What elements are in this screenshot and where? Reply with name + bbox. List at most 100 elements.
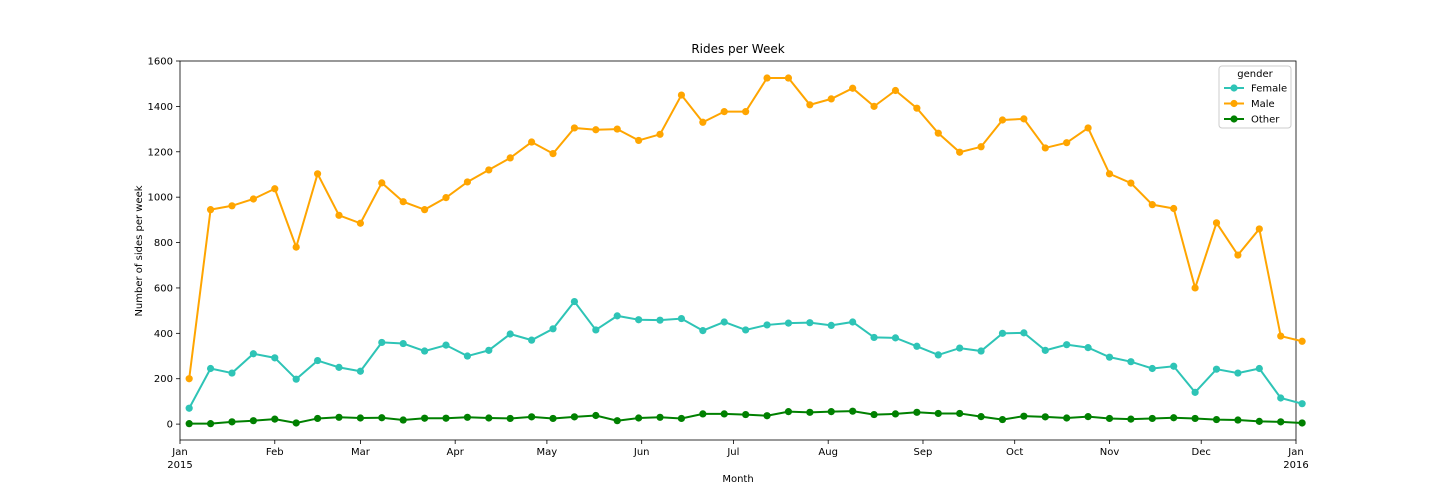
data-point-female (1041, 346, 1049, 354)
data-point-other (1084, 413, 1092, 421)
data-point-other (378, 414, 386, 422)
data-point-male (870, 102, 878, 110)
data-point-other (742, 410, 750, 419)
data-point-female (249, 350, 257, 358)
data-point-female (763, 321, 771, 329)
data-point-other (677, 414, 686, 423)
data-point-female (549, 325, 557, 333)
data-point-female (1170, 362, 1178, 370)
plot-frame (179, 60, 1297, 441)
data-point-female (742, 326, 750, 334)
series-other (185, 407, 1306, 428)
data-point-female (870, 333, 878, 342)
data-point-male (1148, 201, 1156, 209)
data-point-other (1255, 417, 1263, 425)
data-point-female (1105, 353, 1114, 361)
data-point-male (1212, 219, 1221, 227)
data-point-female (1277, 394, 1285, 402)
data-point-female (185, 404, 193, 412)
data-point-female (399, 339, 407, 348)
legend: gender Female Male Other (1218, 65, 1292, 129)
series-female (185, 297, 1306, 412)
data-point-other (934, 409, 942, 418)
data-point-other (1277, 418, 1285, 426)
x-tick-label: Jun (633, 447, 650, 458)
data-point-other (421, 414, 429, 422)
data-point-other (1170, 414, 1178, 422)
data-point-female (998, 329, 1007, 337)
data-point-male (442, 194, 450, 202)
data-point-male (934, 129, 942, 137)
legend-swatch-marker (1230, 115, 1238, 123)
data-point-other (1298, 419, 1306, 427)
data-point-male (549, 149, 557, 158)
y-tick-label: 200 (154, 374, 173, 385)
data-point-other (1212, 415, 1221, 424)
x-tick-label: Jan (1287, 447, 1303, 458)
data-point-other (699, 410, 707, 418)
y-tick-label: 1200 (148, 147, 173, 158)
data-point-male (356, 219, 364, 227)
data-point-male (635, 136, 643, 145)
data-point-other (228, 418, 236, 426)
y-tick-label: 1000 (148, 193, 173, 204)
data-point-male (977, 143, 985, 151)
x-tick-label: Feb (266, 447, 284, 458)
data-point-other (956, 409, 964, 418)
data-point-other (271, 415, 279, 423)
y-tick-label: 600 (154, 283, 173, 294)
data-point-male (592, 126, 600, 134)
data-point-male (271, 185, 279, 193)
data-point-other (1127, 415, 1135, 423)
data-point-female (592, 326, 600, 334)
data-point-other (1105, 414, 1114, 423)
data-point-other (249, 417, 257, 425)
legend-box (1218, 65, 1292, 129)
data-point-female (1063, 341, 1071, 349)
data-point-female (228, 369, 236, 377)
data-point-other (463, 413, 472, 421)
x-tick-label: Dec (1192, 447, 1211, 458)
data-point-male (998, 116, 1007, 124)
data-point-other (998, 415, 1007, 424)
plot-area (179, 60, 1297, 441)
x-axis-title: Month (722, 474, 753, 485)
data-point-female (528, 336, 536, 344)
data-point-female (913, 342, 921, 350)
legend-entry-male: Male (1251, 99, 1275, 110)
data-point-male (763, 74, 771, 82)
data-point-female (1127, 358, 1135, 366)
x-tick-label: May (537, 447, 558, 458)
x-tick-label: Jan (171, 447, 187, 458)
data-point-other (1234, 416, 1242, 424)
data-point-male (613, 125, 621, 133)
data-point-male (913, 104, 921, 112)
data-point-other (549, 414, 557, 423)
data-point-other (1191, 414, 1199, 423)
data-point-female (485, 346, 493, 354)
data-point-other (485, 414, 493, 422)
data-point-male (249, 195, 257, 203)
data-point-male (806, 101, 814, 109)
chart-title: Rides per Week (691, 42, 784, 56)
data-point-male (1255, 225, 1263, 233)
data-point-male (1105, 170, 1114, 178)
data-point-female (613, 312, 621, 320)
data-point-other (1063, 414, 1071, 422)
data-point-male (1041, 144, 1049, 152)
data-point-male (206, 206, 215, 214)
data-point-female (421, 347, 429, 355)
data-point-female (378, 338, 386, 347)
data-point-male (1063, 139, 1071, 147)
series-male (185, 74, 1306, 383)
data-point-other (913, 408, 921, 416)
legend-swatch-marker (1230, 99, 1238, 108)
data-point-female (442, 341, 450, 349)
data-point-female (356, 367, 364, 375)
x-tick-label: Aug (818, 447, 838, 458)
data-point-male (399, 198, 407, 206)
y-tick-label: 400 (154, 329, 173, 340)
data-point-male (849, 84, 857, 92)
y-axis-title: Number of sides per week (134, 185, 145, 316)
